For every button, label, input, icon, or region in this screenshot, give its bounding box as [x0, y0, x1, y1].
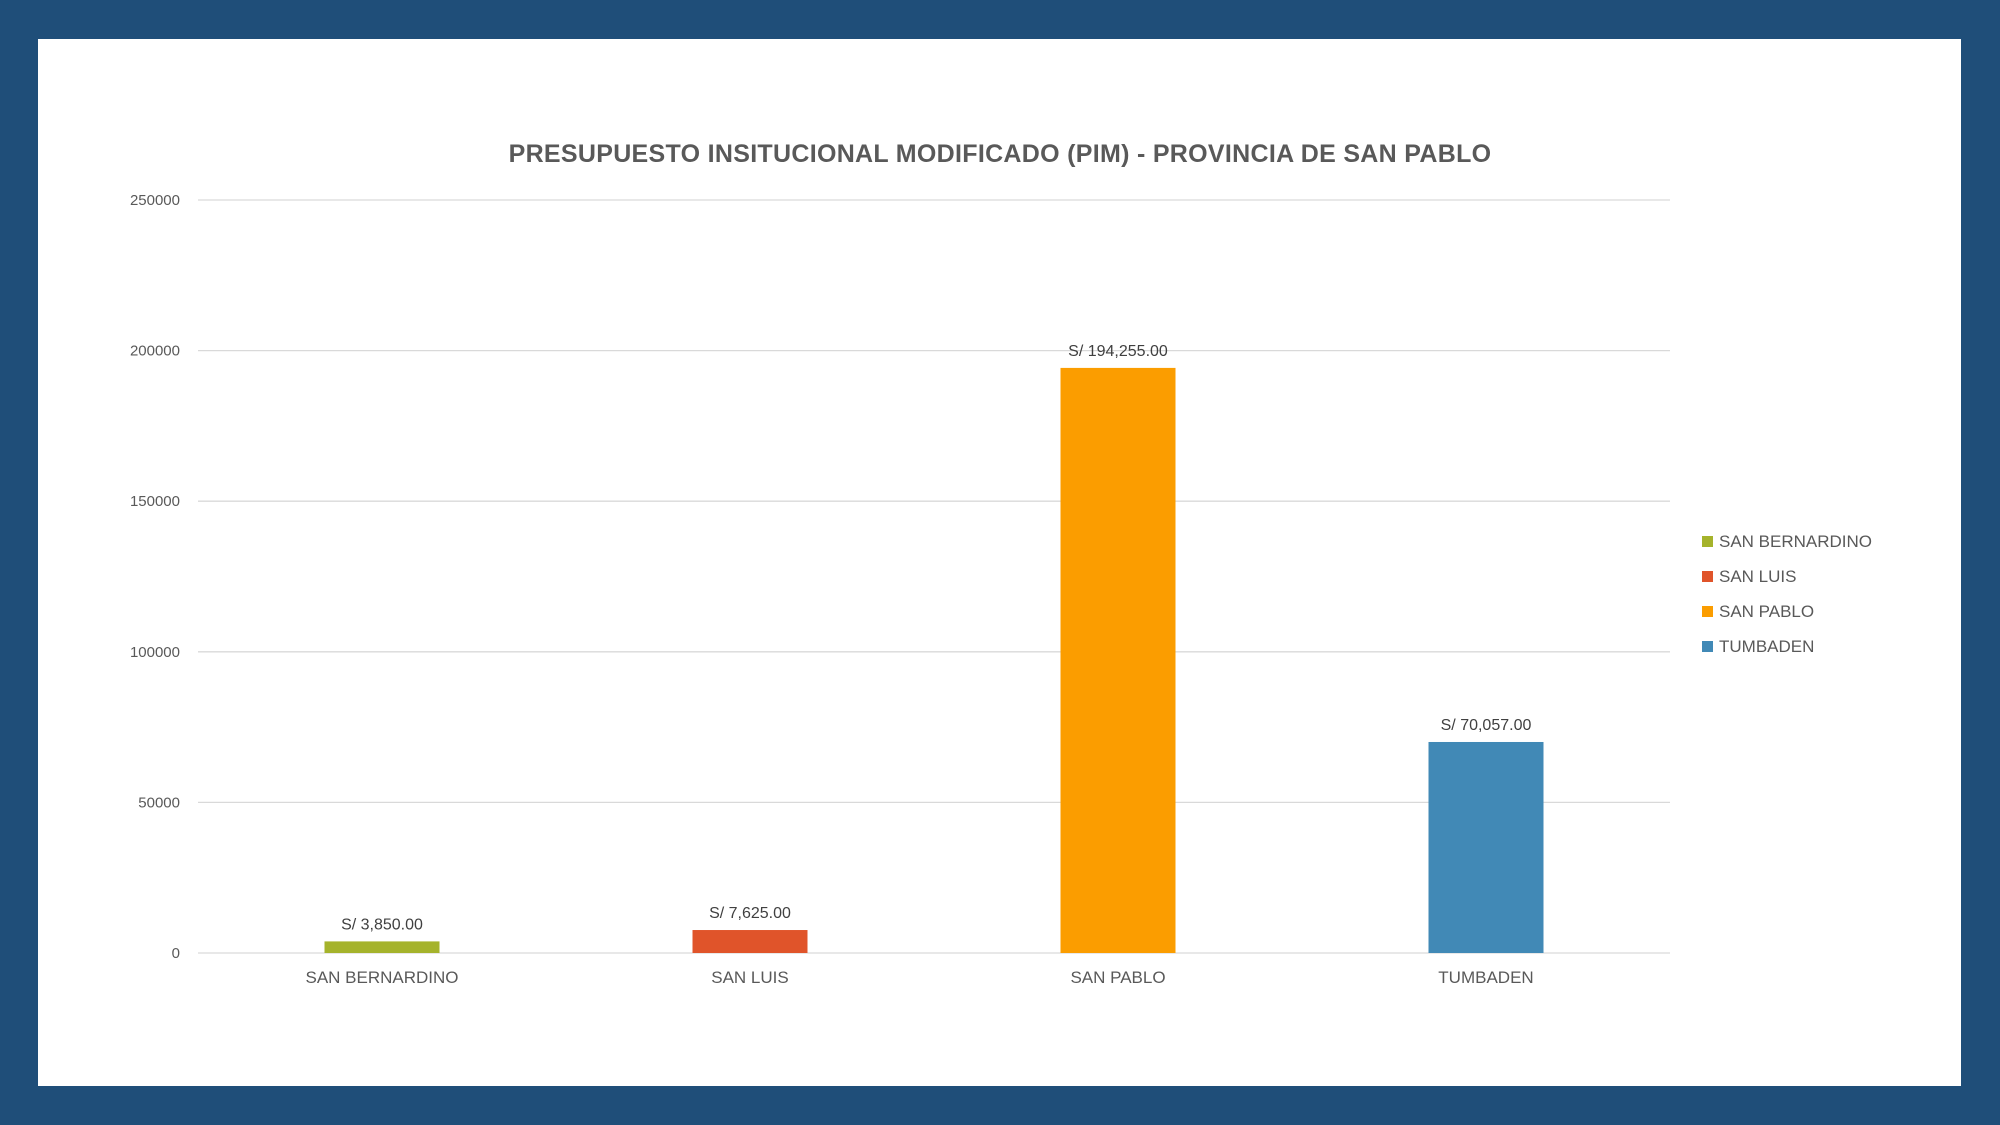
- chart-title: PRESUPUESTO INSITUCIONAL MODIFICADO (PIM…: [508, 140, 1492, 168]
- legend-item: TUMBADEN: [1702, 629, 1872, 664]
- bar: [1428, 741, 1544, 953]
- legend-label: SAN LUIS: [1719, 566, 1797, 586]
- legend-item: SAN LUIS: [1702, 559, 1872, 594]
- legend-label: SAN BERNARDINO: [1719, 531, 1873, 551]
- legend-swatch: [1702, 606, 1713, 617]
- bar: [1060, 367, 1176, 953]
- x-tick-label: SAN PABLO: [1070, 968, 1165, 987]
- legend-label: SAN PABLO: [1719, 601, 1815, 621]
- x-tick-label: SAN LUIS: [711, 968, 788, 987]
- y-tick-label: 50000: [138, 794, 180, 811]
- data-label: S/ 7,625.00: [709, 905, 791, 922]
- legend-swatch: [1702, 641, 1713, 652]
- y-tick-label: 100000: [130, 644, 180, 661]
- x-tick-label: TUMBADEN: [1438, 968, 1533, 987]
- legend-item: SAN PABLO: [1702, 594, 1872, 629]
- y-tick-label: 200000: [130, 343, 180, 360]
- slide-background: [38, 39, 1961, 1086]
- legend-label: TUMBADEN: [1719, 636, 1815, 656]
- y-tick-label: 150000: [130, 493, 180, 510]
- x-tick-label: SAN BERNARDINO: [305, 968, 458, 987]
- data-label: S/ 3,850.00: [341, 916, 423, 933]
- y-tick-label: 250000: [130, 192, 180, 209]
- legend-swatch: [1702, 571, 1713, 582]
- bar: [324, 941, 440, 953]
- data-label: S/ 194,255.00: [1068, 343, 1168, 360]
- legend-item: SAN BERNARDINO: [1702, 524, 1872, 559]
- bar: [692, 930, 808, 953]
- legend-swatch: [1702, 536, 1713, 547]
- y-tick-label: 0: [172, 945, 180, 962]
- chart-legend: SAN BERNARDINO SAN LUIS SAN PABLO TUMBADEN: [1702, 524, 1872, 664]
- data-label: S/ 70,057.00: [1441, 717, 1532, 734]
